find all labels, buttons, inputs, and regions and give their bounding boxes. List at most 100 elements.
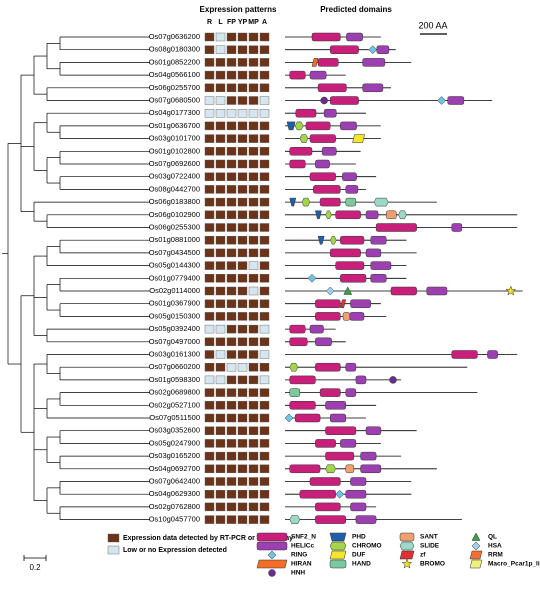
gene-label: Os07g0660200 — [149, 362, 200, 371]
expression-cell — [237, 172, 248, 181]
expression-cell — [237, 185, 248, 194]
expression-cell — [204, 121, 215, 131]
domain — [329, 45, 359, 54]
domain — [345, 362, 357, 372]
legend-label: SANT — [420, 534, 438, 541]
domain — [309, 70, 327, 80]
expression-cell — [204, 401, 215, 410]
expression-cell — [237, 464, 248, 473]
expression-cell — [259, 261, 270, 270]
domain — [317, 235, 325, 245]
expression-cell — [204, 388, 215, 397]
expression-cell — [215, 363, 226, 372]
domain — [350, 299, 371, 308]
legend-label: Expression data detected by RT-PCR or mi… — [123, 535, 293, 542]
domain — [370, 274, 387, 283]
domain — [325, 464, 336, 474]
domain — [390, 286, 417, 296]
expression-cell — [248, 286, 259, 296]
expression-cell — [215, 261, 226, 270]
domain — [289, 362, 299, 372]
expression-cell — [204, 350, 215, 359]
expression-cell — [248, 223, 259, 232]
legend-label: Macro_Pcar1p_like — [488, 561, 540, 568]
domain — [315, 210, 322, 220]
expression-cell — [215, 350, 226, 359]
legend-swatch — [107, 545, 120, 555]
expression-cell — [237, 286, 248, 296]
expression-cell — [237, 388, 248, 397]
expression-cell — [259, 375, 270, 385]
domain — [487, 350, 498, 359]
tissue-label: R — [207, 19, 212, 26]
legend-label: QL — [488, 534, 497, 541]
expression-cell — [226, 477, 237, 486]
tissue-label: A — [262, 19, 267, 26]
expression-cell — [248, 147, 259, 156]
domain — [323, 108, 337, 118]
expression-cell — [204, 286, 215, 296]
domain — [311, 32, 341, 42]
expression-cell — [215, 223, 226, 232]
domain — [345, 185, 359, 194]
expression-cell — [237, 401, 248, 410]
expression-cell — [237, 121, 248, 131]
domain — [315, 502, 341, 512]
expression-cell — [215, 134, 226, 143]
expression-cell — [237, 159, 248, 169]
domain — [289, 401, 316, 410]
legend-symbol — [399, 532, 415, 542]
legend-symbol — [329, 532, 347, 542]
gene-label: Os03g0722400 — [149, 172, 200, 181]
domain — [373, 197, 389, 207]
expression-cell — [204, 58, 215, 67]
expression-cell — [204, 375, 215, 385]
expression-cell — [226, 134, 237, 143]
expression-cell — [226, 185, 237, 194]
expression-cell — [215, 70, 226, 80]
gene-label: Os02g0762800 — [149, 502, 200, 511]
expression-cell — [248, 185, 259, 194]
domain — [289, 388, 301, 397]
gene-label: Os06g0255700 — [149, 83, 200, 92]
expression-cell — [248, 96, 259, 105]
domain — [321, 147, 337, 156]
domain — [289, 375, 316, 385]
expression-cell — [237, 439, 248, 448]
gene-label: Os06g0183800 — [149, 197, 200, 206]
expression-cell — [248, 172, 259, 181]
domain — [289, 337, 308, 347]
domain — [370, 235, 387, 245]
domain — [375, 223, 417, 232]
scale-label: 200 AA — [418, 20, 447, 30]
expression-cell — [259, 515, 270, 524]
expression-cell — [259, 426, 270, 435]
gene-label: Os06g0255300 — [149, 222, 200, 231]
domain — [365, 426, 382, 435]
gene-label: Os05g0150300 — [149, 311, 200, 320]
expression-cell — [226, 299, 237, 308]
expression-cell — [259, 337, 270, 346]
expression-cell — [215, 337, 226, 346]
gene-label: Os07g0692600 — [149, 159, 200, 168]
expression-cell — [226, 502, 237, 512]
expression-cell — [204, 299, 215, 308]
domain — [317, 58, 339, 67]
expression-cell — [226, 286, 237, 296]
expression-cell — [237, 350, 248, 359]
expression-cell — [215, 375, 226, 385]
expression-cell — [237, 274, 248, 283]
tree-scale-label: 0.2 — [29, 563, 41, 572]
domain — [355, 515, 377, 524]
expression-cell — [204, 83, 215, 93]
domain — [335, 489, 345, 499]
expression-cell — [237, 375, 248, 385]
gene-label: Os01g0881000 — [149, 235, 200, 244]
legend-label: BROMO — [420, 561, 445, 568]
expression-cell — [226, 58, 237, 67]
domain — [317, 83, 347, 93]
expression-cell — [248, 477, 259, 486]
legend-symbol — [267, 550, 277, 560]
expression-cell — [259, 413, 270, 423]
expression-cell — [215, 172, 226, 181]
